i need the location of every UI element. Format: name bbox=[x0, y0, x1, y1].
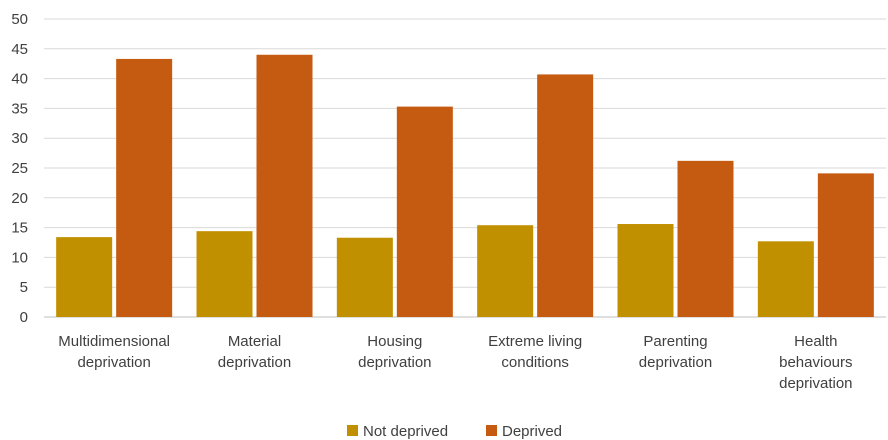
y-tick-label: 45 bbox=[11, 41, 28, 58]
legend-label: Not deprived bbox=[363, 423, 448, 440]
bar-not-deprived bbox=[757, 241, 814, 317]
bar-deprived bbox=[116, 58, 173, 317]
y-tick-label: 0 bbox=[20, 309, 28, 326]
bar-deprived bbox=[396, 106, 453, 317]
x-axis-labels: Multidimensional deprivation Material depri… bbox=[58, 333, 852, 392]
y-tick-label: 30 bbox=[11, 130, 28, 147]
x-category-label: Material deprivation bbox=[218, 333, 291, 371]
y-tick-label: 25 bbox=[11, 160, 28, 177]
y-tick-label: 40 bbox=[11, 71, 28, 88]
y-tick-label: 5 bbox=[20, 279, 28, 296]
gridlines bbox=[44, 18, 886, 318]
y-axis-ticks: 0 5 10 15 20 25 30 35 40 45 50 bbox=[11, 11, 28, 326]
bar-not-deprived bbox=[196, 231, 253, 317]
legend-label: Deprived bbox=[502, 423, 562, 440]
bar-not-deprived bbox=[477, 225, 534, 317]
legend-swatch bbox=[486, 425, 497, 436]
legend-swatch bbox=[347, 425, 358, 436]
bar-not-deprived bbox=[617, 224, 674, 317]
bar-deprived bbox=[677, 160, 734, 317]
bar-not-deprived bbox=[336, 237, 393, 317]
x-category-label: Parenting deprivation bbox=[639, 333, 712, 371]
bar-deprived bbox=[537, 74, 594, 317]
x-category-label: Housing deprivation bbox=[358, 333, 431, 371]
bars bbox=[56, 54, 874, 317]
bar-deprived bbox=[256, 54, 313, 317]
y-tick-label: 10 bbox=[11, 249, 28, 266]
x-category-label: Multidimensional deprivation bbox=[58, 333, 170, 371]
bar-not-deprived bbox=[56, 237, 113, 317]
y-tick-label: 35 bbox=[11, 100, 28, 117]
bar-deprived bbox=[817, 173, 874, 317]
legend: Not deprived Deprived bbox=[347, 423, 562, 440]
y-tick-label: 20 bbox=[11, 190, 28, 207]
x-category-label: Health behaviours deprivation bbox=[779, 333, 852, 392]
y-tick-label: 15 bbox=[11, 220, 28, 237]
x-category-label: Extreme living conditions bbox=[488, 333, 582, 371]
y-tick-label: 50 bbox=[11, 11, 28, 28]
